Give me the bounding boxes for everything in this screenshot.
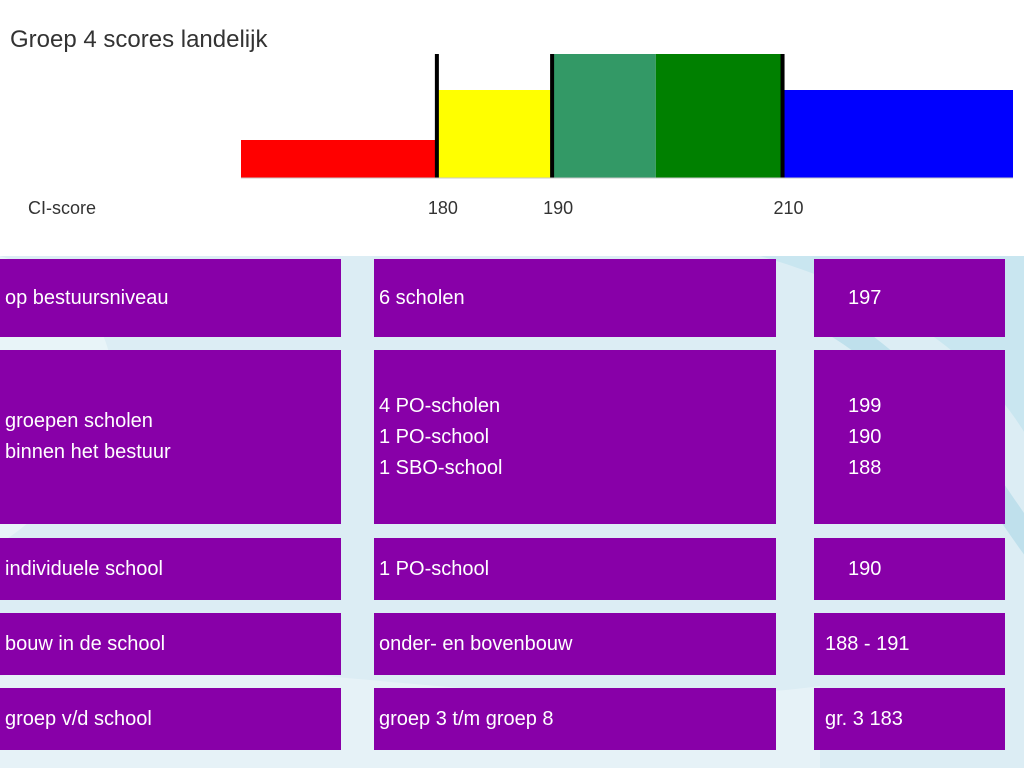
score-band-3	[655, 54, 783, 178]
score-band-4	[782, 90, 1013, 178]
row-groepen-score: 199 190 188	[814, 350, 1005, 524]
chart-area: Groep 4 scores landelijk CI-score 180 190 2…	[0, 0, 1024, 256]
row-bouw-score: 188 - 191	[814, 613, 1005, 675]
row-individuele-description: 1 PO-school	[374, 538, 776, 600]
row-groep-level: groep v/d school	[0, 688, 341, 750]
row-individuele-level: individuele school	[0, 538, 341, 600]
score-table: op bestuursniveau 6 scholen 197 groepen …	[0, 256, 1024, 768]
row-individuele-score: 190	[814, 538, 1005, 600]
row-bouw-description: onder- en bovenbouw	[374, 613, 776, 675]
row-bestuursniveau-level: op bestuursniveau	[0, 259, 341, 337]
row-groep-score: gr. 3 183	[814, 688, 1005, 750]
score-band-chart: CI-score 180 190 210	[28, 54, 1013, 218]
marker-line-210	[780, 54, 785, 178]
score-band-1	[436, 90, 553, 178]
row-bouw-level: bouw in de school	[0, 613, 341, 675]
score-band-2	[552, 54, 656, 178]
row-groepen-description: 4 PO-scholen 1 PO-school 1 SBO-school	[374, 350, 776, 524]
score-band-0	[241, 140, 437, 178]
row-bestuursniveau-score: 197	[814, 259, 1005, 337]
tick-label-210: 210	[774, 198, 804, 218]
tick-label-180: 180	[428, 198, 458, 218]
x-axis-label: CI-score	[28, 198, 96, 218]
marker-line-190	[550, 54, 555, 178]
tick-label-190: 190	[543, 198, 573, 218]
row-groepen-level: groepen scholen binnen het bestuur	[0, 350, 341, 524]
marker-line-180	[434, 54, 439, 178]
row-groep-description: groep 3 t/m groep 8	[374, 688, 776, 750]
row-bestuursniveau-description: 6 scholen	[374, 259, 776, 337]
chart-title: Groep 4 scores landelijk	[10, 26, 268, 53]
